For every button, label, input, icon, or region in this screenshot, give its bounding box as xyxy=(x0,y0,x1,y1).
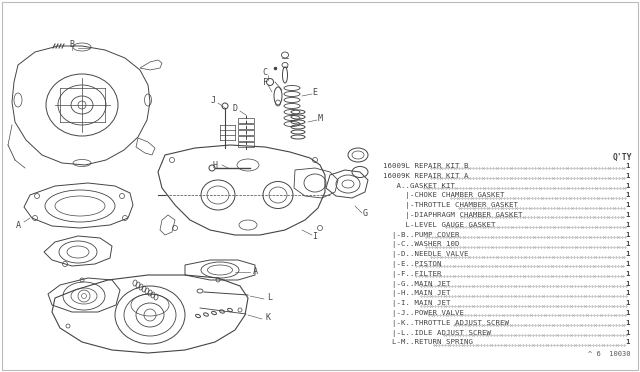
Text: Q'TY: Q'TY xyxy=(612,153,632,162)
Text: 1: 1 xyxy=(625,163,630,169)
Text: A: A xyxy=(253,267,257,276)
Text: L: L xyxy=(268,294,273,302)
Text: 1: 1 xyxy=(625,222,630,228)
Text: M: M xyxy=(317,113,323,122)
Text: C: C xyxy=(262,67,268,77)
Text: J: J xyxy=(211,96,216,105)
Text: H: H xyxy=(212,160,218,170)
Text: L-LEVEL GAUGE GASKET: L-LEVEL GAUGE GASKET xyxy=(383,222,495,228)
Text: |-J..POWER VALVE: |-J..POWER VALVE xyxy=(383,310,464,317)
Text: |-I. MAIN JET: |-I. MAIN JET xyxy=(383,300,451,307)
Text: |-D..NEEDLE VALVE: |-D..NEEDLE VALVE xyxy=(383,251,468,258)
Text: 1: 1 xyxy=(625,173,630,179)
Text: F: F xyxy=(262,77,268,87)
Text: 16009L REPAIR KIT B: 16009L REPAIR KIT B xyxy=(383,163,468,169)
Text: 1: 1 xyxy=(625,202,630,208)
Text: |-B..PUMP COVER: |-B..PUMP COVER xyxy=(383,232,460,238)
Text: |-DIAPHRAGM CHAMBER GASKET: |-DIAPHRAGM CHAMBER GASKET xyxy=(383,212,522,219)
Text: |-CHOKE CHAMBER GASKET: |-CHOKE CHAMBER GASKET xyxy=(383,192,504,199)
Text: 1: 1 xyxy=(625,339,630,345)
Text: 1: 1 xyxy=(625,320,630,326)
Text: |-THROTTLE CHAMBER GASKET: |-THROTTLE CHAMBER GASKET xyxy=(383,202,518,209)
Text: B: B xyxy=(70,39,74,48)
Text: 1: 1 xyxy=(625,280,630,286)
Bar xyxy=(238,130,254,135)
Text: 1: 1 xyxy=(625,232,630,238)
Text: 1: 1 xyxy=(625,330,630,336)
Text: 1: 1 xyxy=(625,251,630,257)
Bar xyxy=(238,136,254,141)
Text: 1: 1 xyxy=(625,241,630,247)
Text: |-G..MAIN JET: |-G..MAIN JET xyxy=(383,280,451,288)
Text: 1: 1 xyxy=(625,192,630,198)
Text: A: A xyxy=(15,221,20,230)
Text: G: G xyxy=(362,208,367,218)
Text: D: D xyxy=(232,103,237,112)
Text: |-L..IDLE ADJUST SCREW: |-L..IDLE ADJUST SCREW xyxy=(383,330,491,337)
Text: E: E xyxy=(312,87,317,96)
Text: A..GASKET KIT: A..GASKET KIT xyxy=(383,183,455,189)
Text: 1: 1 xyxy=(625,261,630,267)
Text: 1: 1 xyxy=(625,291,630,296)
Text: |-H..MAIN JET: |-H..MAIN JET xyxy=(383,291,451,297)
Text: ^ 6  10030: ^ 6 10030 xyxy=(588,351,630,357)
Bar xyxy=(238,124,254,129)
Bar xyxy=(238,142,254,147)
Bar xyxy=(238,118,254,123)
Text: 1: 1 xyxy=(625,271,630,277)
Text: 1: 1 xyxy=(625,212,630,218)
Text: 1: 1 xyxy=(625,300,630,306)
Text: L-M..RETURN SPRING: L-M..RETURN SPRING xyxy=(383,339,473,345)
Text: 1: 1 xyxy=(625,183,630,189)
Text: |-C..WASHER 10D: |-C..WASHER 10D xyxy=(383,241,460,248)
Text: I: I xyxy=(312,231,317,241)
Text: 16009K REPAIR KIT A: 16009K REPAIR KIT A xyxy=(383,173,468,179)
Text: K: K xyxy=(266,314,271,323)
Text: |-E..PISTON: |-E..PISTON xyxy=(383,261,442,268)
Text: |-K..THROTTLE ADJUST SCREW: |-K..THROTTLE ADJUST SCREW xyxy=(383,320,509,327)
Text: |-F..FILTER: |-F..FILTER xyxy=(383,271,442,278)
Text: 1: 1 xyxy=(625,310,630,316)
